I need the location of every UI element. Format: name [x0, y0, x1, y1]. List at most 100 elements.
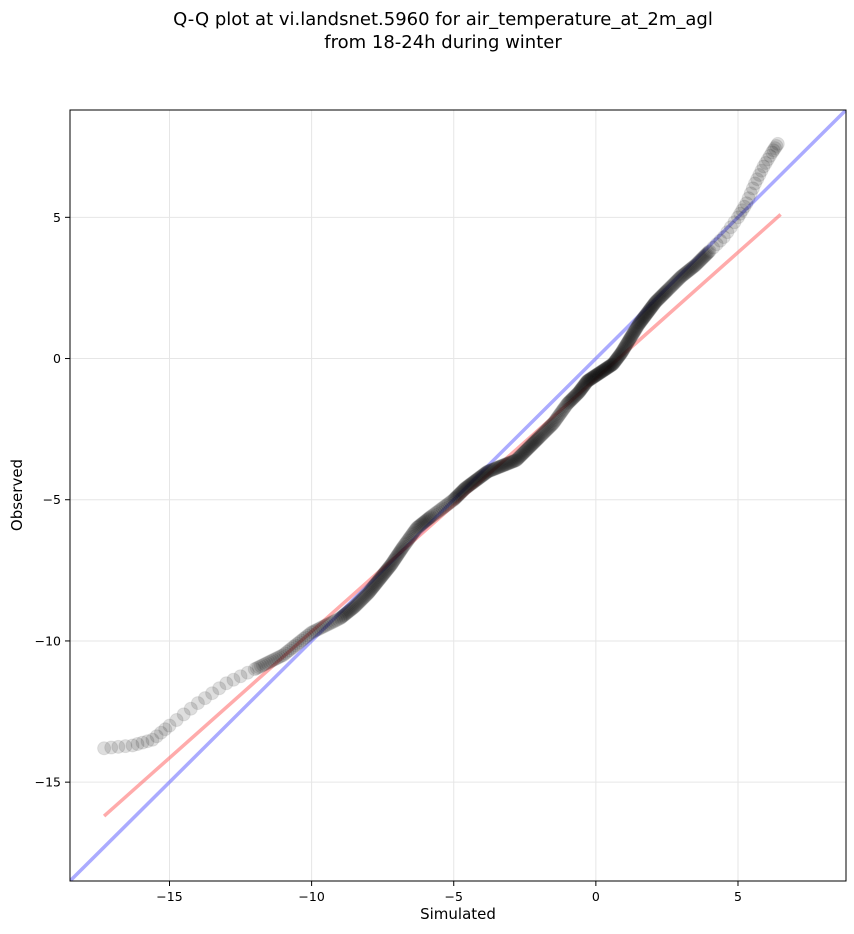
- data-point: [389, 550, 404, 565]
- data-point: [393, 544, 408, 559]
- data-point: [457, 482, 472, 497]
- data-point: [593, 365, 608, 380]
- data-point: [383, 558, 398, 573]
- data-point: [97, 741, 112, 756]
- data-point: [656, 286, 671, 301]
- data-point: [451, 487, 466, 502]
- data-point: [418, 513, 433, 528]
- data-point: [569, 387, 584, 402]
- data-point: [176, 707, 191, 722]
- data-point: [500, 456, 515, 471]
- data-point: [440, 497, 455, 512]
- data-point: [627, 323, 642, 338]
- data-point: [380, 562, 395, 577]
- x-tick-label: −15: [156, 889, 182, 904]
- data-point: [659, 283, 674, 298]
- data-point: [588, 368, 603, 383]
- data-point: [662, 280, 677, 295]
- data-point: [507, 454, 522, 469]
- data-point: [537, 425, 552, 440]
- data-point: [363, 583, 378, 598]
- data-point: [527, 434, 542, 449]
- data-point: [240, 665, 255, 680]
- data-point: [644, 299, 659, 314]
- data-point: [375, 568, 390, 583]
- data-point: [343, 603, 358, 618]
- data-point: [636, 310, 651, 325]
- data-point: [382, 559, 397, 574]
- chart-title-line-1: Q-Q plot at vi.landsnet.5960 for air_tem…: [173, 9, 713, 30]
- data-point: [270, 651, 285, 666]
- data-point: [284, 641, 299, 656]
- data-point: [669, 274, 684, 289]
- data-point: [634, 313, 649, 328]
- data-point: [601, 360, 616, 374]
- data-point: [577, 378, 592, 393]
- plot-frame: [69, 109, 847, 882]
- data-point: [205, 686, 220, 701]
- data-point: [633, 314, 648, 329]
- data-point: [482, 463, 497, 478]
- data-point: [706, 240, 721, 255]
- data-point: [510, 452, 525, 467]
- data-point: [550, 410, 565, 425]
- data-point: [682, 263, 697, 278]
- axes: −15 −10 −5 0 5 −15 −10 −5 0 5: [35, 210, 742, 904]
- data-point: [475, 468, 490, 483]
- data-point: [372, 571, 387, 586]
- data-point: [466, 475, 481, 490]
- data-point: [339, 606, 354, 621]
- data-point: [509, 453, 524, 468]
- data-point: [104, 740, 119, 755]
- data-point: [274, 649, 289, 664]
- data-point: [679, 265, 694, 280]
- data-point: [696, 250, 711, 265]
- data-point: [604, 358, 619, 373]
- data-point: [390, 548, 405, 563]
- data-point: [558, 399, 573, 414]
- data-point: [493, 459, 508, 474]
- data-point: [622, 332, 637, 347]
- data-point: [495, 458, 510, 473]
- data-point: [169, 713, 184, 728]
- data-point: [425, 508, 440, 523]
- data-point: [638, 307, 653, 322]
- data-point: [374, 569, 389, 584]
- data-point: [510, 451, 525, 466]
- data-point: [523, 438, 538, 453]
- data-point: [766, 143, 781, 158]
- data-point: [518, 444, 533, 459]
- data-point: [640, 306, 655, 321]
- data-point: [735, 203, 750, 218]
- data-point: [467, 474, 482, 489]
- data-point: [758, 155, 773, 170]
- data-point: [498, 457, 513, 472]
- data-point: [534, 428, 549, 443]
- data-point: [619, 336, 634, 351]
- data-point: [625, 327, 640, 342]
- data-point: [445, 493, 460, 508]
- data-point: [312, 621, 327, 636]
- data-point: [366, 579, 381, 594]
- data-point: [613, 347, 628, 362]
- data-point: [585, 370, 600, 385]
- data-point: [506, 454, 521, 469]
- data-point: [582, 372, 597, 387]
- data-point: [626, 326, 641, 341]
- data-point: [407, 523, 422, 538]
- data-point: [153, 725, 168, 740]
- data-point: [640, 305, 655, 320]
- data-point: [413, 517, 428, 532]
- data-point: [367, 577, 382, 592]
- y-axis-label: Observed: [8, 458, 26, 532]
- data-point: [605, 357, 620, 372]
- data-point: [741, 191, 756, 206]
- data-point: [670, 273, 685, 288]
- data-point: [540, 422, 555, 437]
- data-point: [672, 271, 687, 286]
- y-tick-label: −5: [43, 492, 61, 507]
- data-point: [381, 560, 396, 575]
- data-point: [608, 353, 623, 368]
- data-point: [557, 400, 572, 415]
- data-point: [380, 561, 395, 576]
